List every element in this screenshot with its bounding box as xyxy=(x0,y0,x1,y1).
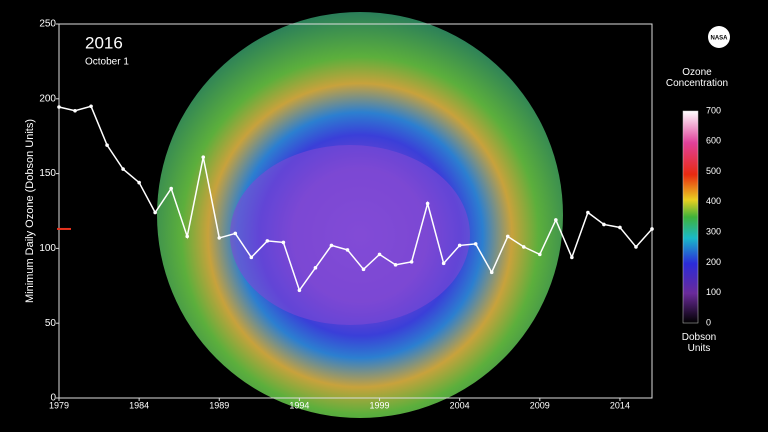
data-point xyxy=(265,239,270,243)
data-point xyxy=(345,248,350,252)
data-point xyxy=(457,243,462,248)
colorbar-tick-label: 0 xyxy=(706,317,711,327)
y-tick-label: 150 xyxy=(39,168,56,179)
colorbar-tick-label: 200 xyxy=(706,257,721,267)
colorbar-tick-label: 400 xyxy=(706,196,721,206)
data-point xyxy=(505,234,510,239)
data-point xyxy=(313,266,318,270)
data-point xyxy=(217,236,222,240)
data-line xyxy=(58,105,653,292)
x-tick-label: 1989 xyxy=(209,400,229,410)
colorbar-tick-label: 500 xyxy=(706,166,721,176)
year-title: 2016 xyxy=(85,33,123,52)
data-point xyxy=(441,261,446,266)
x-tick-label: 2009 xyxy=(530,400,550,410)
colorbar-tick-label: 700 xyxy=(706,105,721,115)
logo-badge xyxy=(708,26,730,48)
data-point xyxy=(73,108,77,113)
ozone-hole xyxy=(230,145,470,325)
colorbar-unit: Dobson Units xyxy=(682,332,716,354)
data-point xyxy=(281,240,286,245)
data-point xyxy=(201,155,206,159)
y-tick-label: 50 xyxy=(45,318,57,329)
data-point xyxy=(185,234,190,239)
colorbar xyxy=(682,110,699,324)
data-point xyxy=(586,210,590,215)
data-point xyxy=(425,201,430,206)
x-tick-label: 1999 xyxy=(370,400,390,410)
data-point xyxy=(409,260,414,264)
data-point xyxy=(489,270,494,275)
data-point xyxy=(249,255,254,260)
data-point xyxy=(57,105,61,109)
data-point xyxy=(473,242,478,246)
data-point xyxy=(634,245,638,249)
data-point xyxy=(153,210,157,215)
x-tick-label: 1994 xyxy=(289,400,309,410)
data-point xyxy=(377,252,382,257)
logo: NASA xyxy=(710,36,728,42)
data-point xyxy=(137,180,141,185)
colorbar-tick-label: 300 xyxy=(706,227,721,237)
y-tick-label: 100 xyxy=(39,243,56,254)
data-point xyxy=(105,143,109,147)
x-tick-label: 2014 xyxy=(610,400,630,410)
data-point xyxy=(602,222,606,227)
data-point xyxy=(521,245,526,249)
data-point xyxy=(89,104,93,109)
colorbar-tick-label: 600 xyxy=(706,136,721,146)
colorbar-title: Ozone Concentration xyxy=(666,67,728,89)
data-point xyxy=(297,288,302,293)
y-tick-label: 200 xyxy=(39,93,56,104)
date-subtitle: October 1 xyxy=(85,57,129,68)
data-point xyxy=(169,186,173,191)
y-axis-label: Minimum Daily Ozone (Dobson Units) xyxy=(24,119,36,303)
x-tick-label: 1984 xyxy=(129,400,149,410)
plot-frame xyxy=(58,23,653,399)
data-point xyxy=(650,227,654,231)
data-point xyxy=(361,267,366,272)
data-point xyxy=(393,263,398,267)
data-point xyxy=(618,225,622,230)
x-tick-label: 2004 xyxy=(450,400,470,410)
colorbar-tick-label: 100 xyxy=(706,287,721,297)
x-tick-label: 1979 xyxy=(49,400,69,410)
data-point xyxy=(329,243,334,248)
data-point xyxy=(554,218,558,222)
data-point xyxy=(570,255,574,260)
data-point xyxy=(233,231,238,236)
data-point xyxy=(121,167,125,171)
data-point xyxy=(538,252,542,257)
y-tick-label: 250 xyxy=(39,19,56,30)
y-tick-label: 0 xyxy=(50,393,56,404)
